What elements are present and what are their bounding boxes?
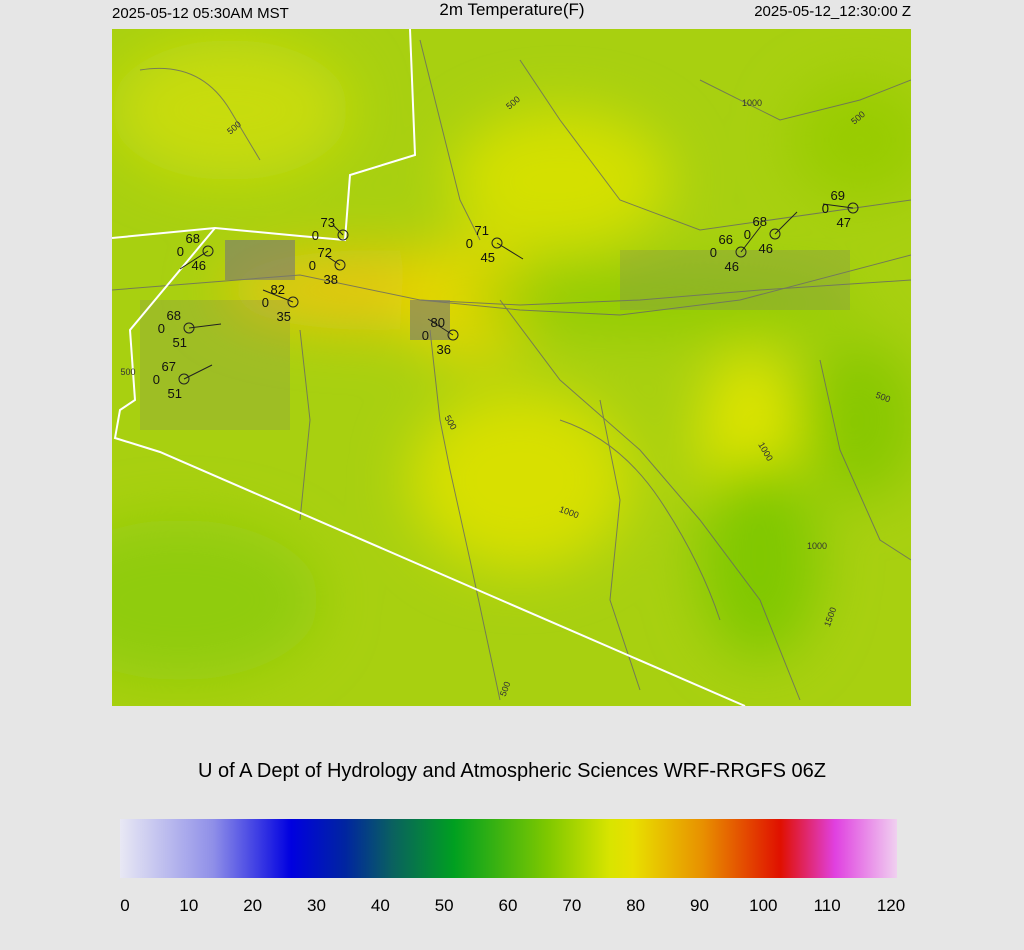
station-circle [769,228,781,240]
station-temperature: 68 [186,231,200,246]
contour-label: 500 [498,680,513,698]
station-plot: 670 51 [153,359,213,401]
station-wind: 0 [158,321,165,336]
station-dewpoint: 38 [324,272,338,287]
station-circle [183,322,195,334]
station-temperature: 68 [167,308,181,323]
station-plot: 680 51 [158,308,222,350]
station-circle [287,296,299,308]
wind-barb [774,211,798,235]
colorbar-tick-label: 30 [307,896,326,915]
station-plot: 680 46 [177,231,214,273]
station-plot: 820 35 [262,282,299,324]
valid-local-time: 2025-05-12 05:30AM MST [112,5,289,22]
station-temperature: 67 [162,359,176,374]
station-dewpoint: 35 [277,309,291,324]
colorbar-tick-label: 0 [120,896,129,915]
wind-barb [327,256,341,266]
wind-barb [188,323,222,329]
colorbar-tick-label: 80 [626,896,645,915]
colorbar-tick-label: 40 [371,896,390,915]
colorbar [120,819,897,878]
wind-barb [262,289,294,303]
station-wind: 0 [710,245,717,260]
station-temperature: 71 [475,223,489,238]
station-wind: 0 [822,201,829,216]
station-plot: 720 38 [309,245,346,287]
station-circle [847,202,859,214]
contour-label: 1000 [807,541,827,551]
colorbar-tick-label: 10 [179,896,198,915]
station-dewpoint: 46 [725,259,739,274]
station-plot: 710 45 [466,223,524,265]
colorbar-tick-label: 50 [435,896,454,915]
station-wind: 0 [312,228,319,243]
wind-barb [332,224,344,236]
station-circle [334,259,346,271]
station-circle [202,245,214,257]
station-circle [337,229,349,241]
station-dewpoint: 51 [173,335,187,350]
station-dewpoint: 36 [437,342,451,357]
contour-label: 1000 [742,98,762,108]
station-wind: 0 [177,244,184,259]
station-plot: 730 [312,215,349,243]
station-dewpoint: 46 [192,258,206,273]
station-dewpoint: 51 [168,386,182,401]
station-circle [491,237,503,249]
colorbar-tick-label: 60 [499,896,518,915]
station-circle [447,329,459,341]
wind-barb [183,364,213,380]
credit: U of A Dept of Hydrology and Atmospheric… [198,760,826,782]
station-dewpoint: 47 [837,215,851,230]
wind-barb [496,242,524,260]
station-temperature: 68 [753,214,767,229]
station-circle [735,246,747,258]
wind-barb [427,318,454,336]
station-temperature: 80 [431,315,445,330]
map-area [112,29,911,706]
station-wind: 0 [153,372,160,387]
colorbar-tick-label: 120 [877,896,905,915]
contour-label: 500 [874,390,892,405]
valid-utc-time: 2025-05-12_12:30:00 Z [754,3,911,20]
wind-barb [740,225,762,253]
station-plot: 800 36 [422,315,459,357]
station-dewpoint: 46 [759,241,773,256]
colorbar-tick-label: 90 [690,896,709,915]
station-plot: 680 46 [744,211,798,256]
station-wind: 0 [744,227,751,242]
map-title: 2m Temperature(F) [439,0,584,19]
station-temperature: 69 [831,188,845,203]
colorbar-tick-label: 110 [814,896,841,915]
colorbar-tick-label: 70 [562,896,581,915]
station-wind: 0 [262,295,269,310]
station-dewpoint: 45 [481,250,495,265]
wind-barb [179,250,209,270]
station-temperature: 72 [318,245,332,260]
contour-label: 500 [120,367,135,377]
station-temperature: 66 [719,232,733,247]
station-wind: 0 [422,328,429,343]
station-temperature: 73 [321,215,335,230]
station-circle [178,373,190,385]
wind-barb [822,203,854,209]
station-wind: 0 [309,258,316,273]
roads [112,39,911,701]
colorbar-tick-label: 20 [243,896,262,915]
station-temperature: 82 [271,282,285,297]
station-plot: 690 47 [822,188,859,230]
colorbar-tick-label: 100 [749,896,777,915]
station-wind: 0 [466,236,473,251]
